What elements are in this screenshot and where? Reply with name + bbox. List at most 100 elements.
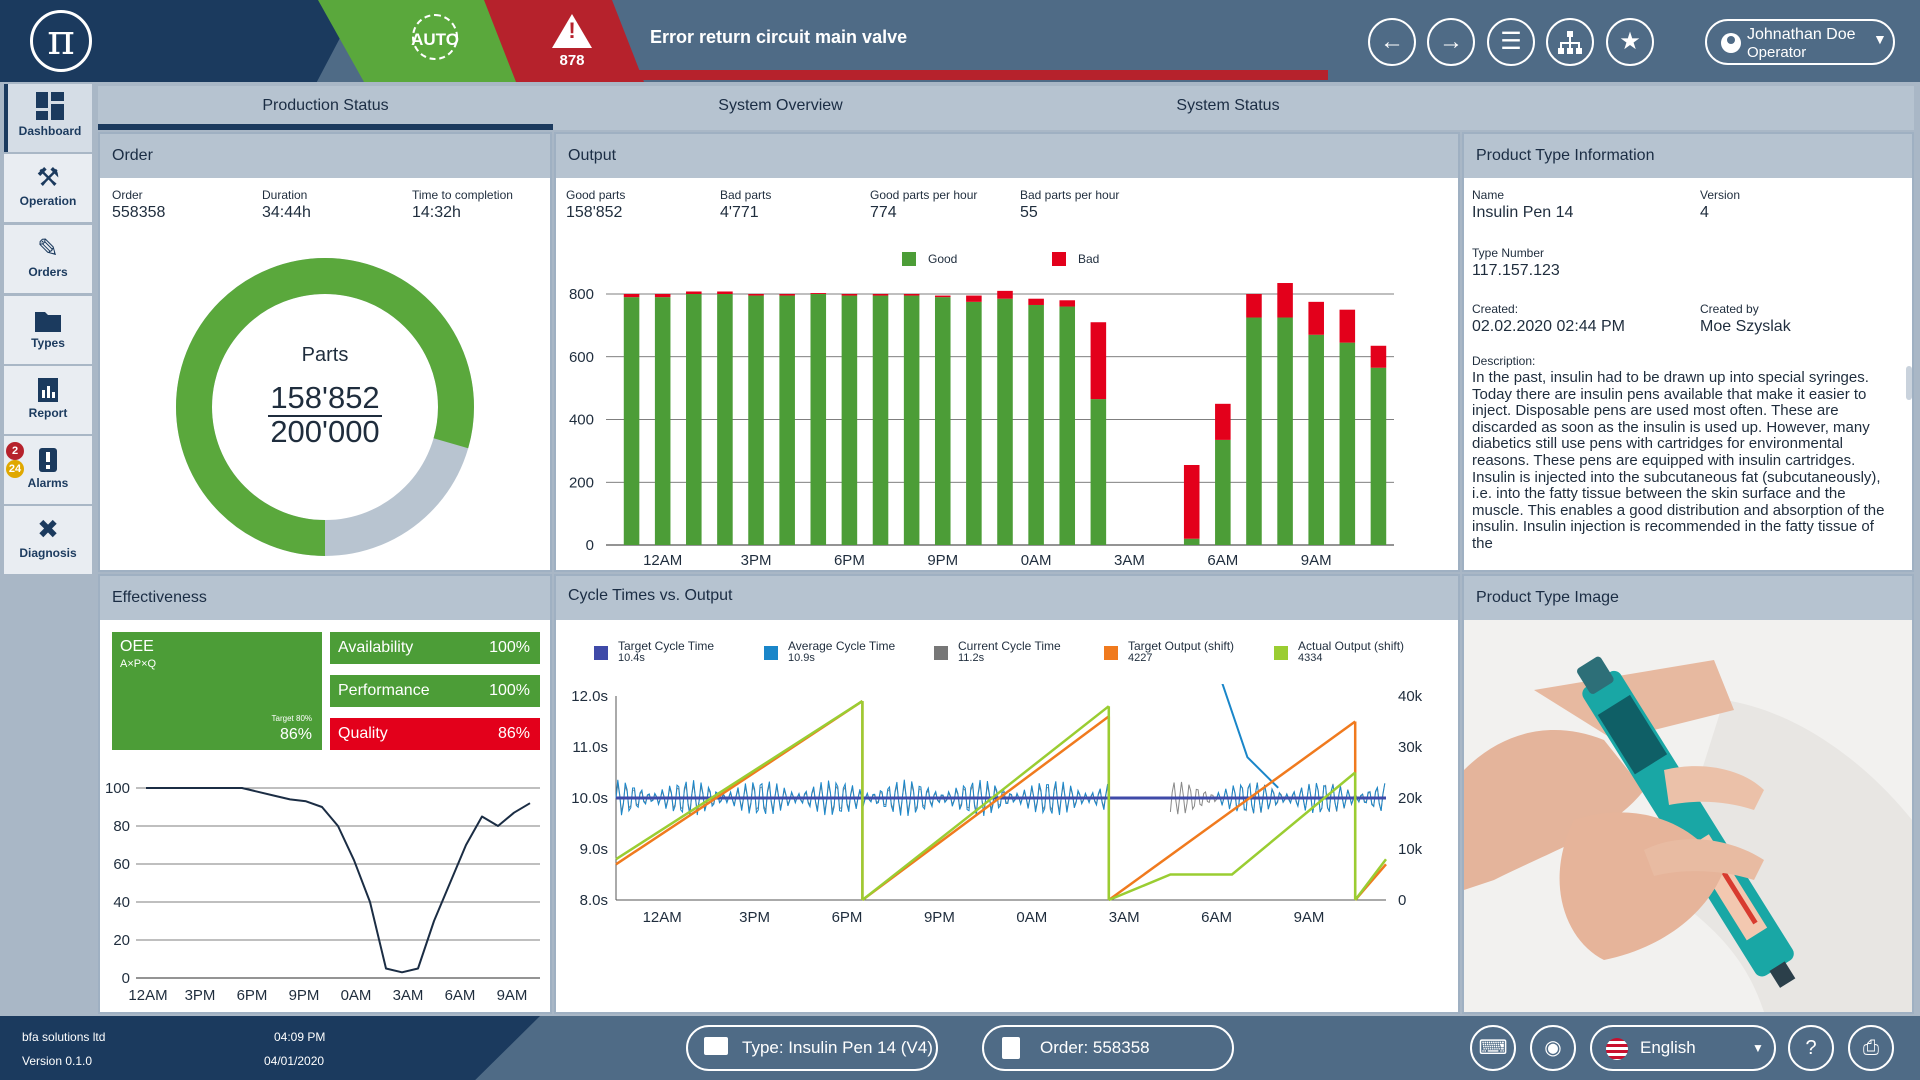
x-tick-label: 12AM <box>643 909 682 926</box>
output-line <box>861 705 1110 901</box>
donut-target: 200'000 <box>270 414 380 449</box>
user-icon <box>1721 33 1741 53</box>
legend-label: Average Cycle Time <box>788 639 896 653</box>
sidebar-item-report[interactable]: Report <box>4 366 92 434</box>
x-tick-label: 9AM <box>497 987 528 1004</box>
bad-parts-value: 4'771 <box>720 204 759 221</box>
bad-bar <box>1246 294 1262 318</box>
oee-line-chart: 0 20 40 60 80 100 12AM 3PM 6PM 9PM 0AM 3AM 6AM 9AM <box>105 780 540 1004</box>
description-scrollbar[interactable] <box>1906 366 1912 400</box>
good-bar <box>997 298 1013 545</box>
legend-good-swatch <box>902 252 916 266</box>
help-button[interactable]: ? <box>1788 1025 1834 1071</box>
bad-bar <box>1028 298 1044 305</box>
x-tick-label: 3AM <box>1109 909 1140 926</box>
name-value: Insulin Pen 14 <box>1472 204 1574 221</box>
back-button[interactable]: ← <box>1368 18 1416 66</box>
average-cycle-spike <box>1221 684 1279 789</box>
sidebar-item-operation[interactable]: ⚒ Operation <box>4 154 92 222</box>
top-bar: π AUTO ! 878 Error return circuit main v… <box>0 0 1920 82</box>
sidebar-item-dashboard[interactable]: Dashboard <box>4 84 92 152</box>
help-icon: ? <box>1805 1037 1817 1059</box>
good-bar <box>810 294 827 545</box>
quality-tile: Quality 86% <box>330 718 540 750</box>
oee-formula: A×P×Q <box>120 658 157 670</box>
document-icon <box>1002 1037 1020 1059</box>
duration-label: Duration <box>262 188 308 202</box>
type-selector-label: Type: Insulin Pen 14 (V4) <box>742 1038 933 1057</box>
legend-value: 11.2s <box>958 652 985 664</box>
duration-value: 34:44h <box>262 204 311 221</box>
tab-production-status[interactable]: Production Status <box>98 86 553 130</box>
sidebar-item-orders[interactable]: ✎ Orders <box>4 225 92 293</box>
bad-bar <box>686 291 702 294</box>
bad-bar <box>1308 301 1324 335</box>
forward-button[interactable]: → <box>1427 18 1475 66</box>
auto-mode-icon <box>412 14 458 60</box>
language-selector[interactable]: English ▼ <box>1590 1025 1776 1071</box>
bad-bar <box>654 294 671 298</box>
good-bar <box>1028 304 1044 545</box>
list-button[interactable]: ☰ <box>1487 18 1535 66</box>
language-label: English <box>1640 1038 1696 1057</box>
created-value: 02.02.2020 02:44 PM <box>1472 318 1626 335</box>
alarm-message[interactable]: Error return circuit main valve <box>650 27 908 47</box>
version-value: 4 <box>1700 204 1709 221</box>
hierarchy-button[interactable] <box>1546 18 1594 66</box>
sidebar-item-diagnosis[interactable]: ✖ Diagnosis <box>4 506 92 574</box>
order-selector[interactable]: Order: 558358 <box>982 1025 1234 1071</box>
y-left-tick-label: 10.0s <box>571 790 608 807</box>
type-selector[interactable]: Type: Insulin Pen 14 (V4) <box>686 1025 938 1071</box>
time-to-completion-label: Time to completion <box>412 188 513 202</box>
y-tick-label: 400 <box>569 412 594 429</box>
company-name: bfa solutions ltd <box>22 1030 106 1044</box>
alarm-badge-red: 2 <box>6 442 24 460</box>
bad-bar <box>997 290 1013 299</box>
legend-bad: Bad <box>1078 252 1100 266</box>
output-line <box>861 715 1110 902</box>
orders-icon: ✎ <box>37 233 59 263</box>
x-tick-label: 9AM <box>1301 552 1332 569</box>
sidebar-item-types[interactable]: Types <box>4 296 92 364</box>
x-tick-label: 0AM <box>1021 552 1052 569</box>
user-role: Operator <box>1747 44 1807 61</box>
good-bar <box>1246 317 1262 545</box>
tab-system-overview[interactable]: System Overview <box>718 97 843 114</box>
availability-value: 100% <box>489 639 530 656</box>
y-right-tick-label: 40k <box>1398 688 1423 705</box>
output-panel: Output Good parts 158'852 Bad parts 4'77… <box>554 132 1460 572</box>
us-flag-icon <box>1606 1038 1628 1060</box>
y-tick-label: 40 <box>113 894 130 911</box>
y-left-tick-label: 12.0s <box>571 688 608 705</box>
x-tick-label: 0AM <box>1016 909 1047 926</box>
support-icon: ⎙ <box>1863 1037 1879 1059</box>
legend-swatch <box>764 646 778 660</box>
availability-tile: Availability 100% <box>330 632 540 664</box>
performance-value: 100% <box>489 682 530 699</box>
quality-label: Quality <box>338 725 388 742</box>
chevron-down-icon: ▼ <box>1873 31 1887 47</box>
sidebar-item-alarms[interactable]: Alarms 2 24 <box>4 436 92 504</box>
tab-system-status[interactable]: System Status <box>1176 97 1280 114</box>
good-bar <box>1090 399 1107 545</box>
y-tick-label: 80 <box>113 818 130 835</box>
product-image-panel: Product Type Image <box>1462 574 1914 1014</box>
good-bar <box>654 297 671 545</box>
y-left-tick-label: 8.0s <box>580 892 608 909</box>
keyboard-button[interactable]: ⌨ <box>1470 1025 1516 1071</box>
sidebar: Dashboard ⚒ Operation ✎ Orders Types Rep… <box>0 84 96 1014</box>
favorites-button[interactable]: ★ <box>1606 18 1654 66</box>
good-bar <box>686 294 702 545</box>
x-tick-label: 3PM <box>741 552 772 569</box>
y-tick-label: 20 <box>113 932 130 949</box>
y-tick-label: 600 <box>569 349 594 366</box>
diagnosis-icon: ✖ <box>37 514 59 544</box>
screenshot-button[interactable]: ◉ <box>1530 1025 1576 1071</box>
user-name: Johnathan Doe <box>1747 26 1856 43</box>
oee-value: 86% <box>279 726 312 743</box>
alarm-bar <box>630 70 1328 80</box>
good-bar <box>872 295 889 545</box>
user-menu[interactable]: Johnathan Doe Operator ▼ <box>1705 19 1895 65</box>
legend-good: Good <box>928 252 958 266</box>
remote-support-button[interactable]: ⎙ <box>1848 1025 1894 1071</box>
